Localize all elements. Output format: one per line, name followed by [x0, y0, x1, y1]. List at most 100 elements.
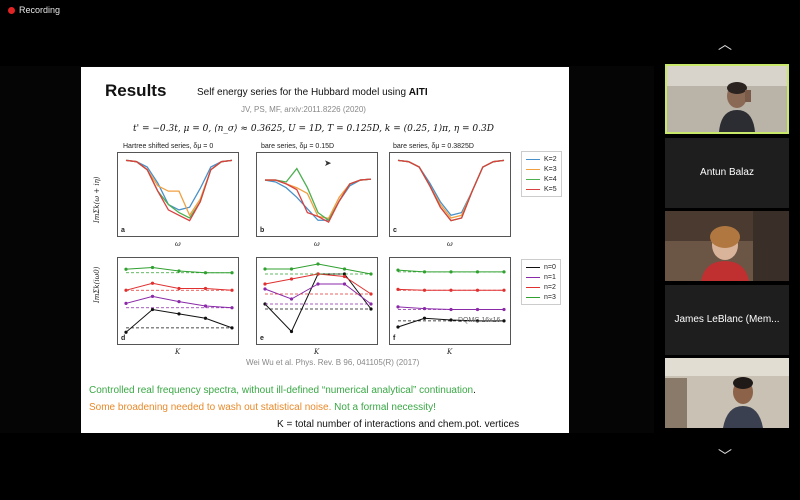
legend-label: K=5 — [544, 185, 557, 193]
panel-f-chart — [396, 268, 506, 329]
data-point — [316, 282, 320, 286]
data-point — [177, 286, 181, 291]
panel-b-letter: b — [260, 227, 265, 234]
data-point — [230, 288, 234, 292]
data-point — [230, 326, 234, 330]
data-point — [342, 274, 347, 279]
xlabel-d: K — [175, 348, 181, 356]
data-point — [177, 269, 181, 273]
panel-b-title: bare series, δμ = 0.15D — [261, 143, 335, 150]
reference-top: JV, PS, MF, arxiv:2011.8226 (2020) — [241, 105, 366, 114]
data-point — [475, 288, 480, 292]
legend-item: n=1 — [526, 272, 556, 282]
screen-share-area: Results Self energy series for the Hubba… — [0, 66, 654, 433]
panel-a-title: Hartree shifted series, δμ = 0 — [123, 143, 214, 150]
panel-a: a — [117, 152, 239, 237]
data-point — [342, 267, 347, 271]
data-point — [177, 312, 181, 316]
line1-black: . — [473, 385, 476, 396]
data-point — [124, 301, 128, 305]
data-point — [502, 307, 506, 312]
participant-video-1 — [667, 66, 787, 132]
data-point — [502, 319, 506, 323]
recording-label: Recording — [19, 5, 61, 15]
legend-swatch — [526, 188, 540, 190]
panel-e-chart — [263, 262, 373, 334]
data-point — [124, 288, 128, 292]
legend-label: n=2 — [544, 283, 556, 291]
legend-swatch — [526, 286, 540, 288]
subtitle-bold: AITI — [408, 87, 428, 98]
participant-tile[interactable]: James LeBlanc (Mem... — [665, 285, 789, 355]
legend-item: K=4 — [526, 174, 557, 184]
data-point — [289, 277, 294, 281]
panel-d-chart — [124, 265, 234, 334]
series-line-K=5 — [265, 178, 372, 224]
chevron-up-icon[interactable]: ︿ — [718, 36, 732, 52]
data-point — [263, 282, 267, 286]
data-point — [316, 262, 320, 266]
data-point — [289, 329, 294, 334]
bullet-line-1: Controlled real frequency spectra, witho… — [89, 385, 476, 396]
data-point — [289, 297, 294, 301]
data-point — [369, 272, 373, 276]
line1-green: Controlled real frequency spectra, witho… — [89, 385, 474, 396]
recording-indicator[interactable]: Recording — [8, 5, 60, 15]
chevron-down-icon[interactable]: ﹀ — [718, 448, 732, 464]
data-point — [342, 282, 347, 286]
xlabel-c: ω — [447, 240, 453, 248]
legend-label: K=3 — [544, 165, 557, 173]
legend-swatch — [526, 158, 540, 160]
subtitle-text: Self energy series for the Hubbard model… — [197, 87, 409, 98]
data-point — [150, 294, 155, 298]
panel-c-title: bare series, δμ = 0.3825D — [393, 143, 474, 150]
bullet-line-2: Some broadening needed to wash out stati… — [89, 402, 436, 413]
participant-tile[interactable] — [665, 358, 789, 428]
panel-d: d — [117, 257, 239, 345]
data-point — [369, 302, 373, 306]
data-point — [369, 307, 373, 311]
data-point — [150, 281, 155, 285]
data-point — [177, 300, 181, 304]
series-line-K=2 — [264, 178, 372, 221]
data-point — [449, 288, 453, 292]
panel-a-letter: a — [121, 227, 125, 234]
xlabel-b: ω — [314, 240, 320, 248]
legend-swatch — [526, 266, 540, 268]
mouse-cursor-icon: ➤ — [324, 158, 332, 168]
legend-swatch — [526, 276, 540, 278]
participant-name: James LeBlanc (Mem... — [674, 314, 780, 325]
top-ylabel: ImΣk(ω + iη) — [93, 176, 101, 223]
data-point — [396, 268, 400, 272]
data-point — [502, 270, 506, 274]
data-point — [230, 271, 234, 275]
participant-tile[interactable]: Antun Balaz — [665, 138, 789, 208]
data-point — [150, 265, 155, 270]
legend-label: n=0 — [544, 263, 556, 271]
data-point — [422, 316, 427, 320]
data-point — [422, 288, 427, 292]
line2-orange: Some broadening needed to wash out stati… — [89, 402, 335, 413]
panel-f-letter: f — [393, 335, 396, 342]
data-point — [475, 270, 480, 274]
data-point — [150, 307, 155, 312]
data-point — [203, 286, 208, 291]
series-line-K=2 — [397, 159, 505, 217]
participant-video-2 — [665, 211, 789, 281]
data-point — [263, 267, 267, 271]
legend-label: K=2 — [544, 155, 557, 163]
participant-tile-active[interactable] — [665, 64, 789, 134]
xlabel-a: ω — [175, 240, 181, 248]
series-line-K=4 — [265, 167, 372, 222]
data-point — [396, 325, 400, 329]
data-point — [263, 287, 267, 291]
series-line-K=4 — [397, 159, 505, 222]
legend-top: K=2 K=3 K=4 K=5 — [521, 151, 562, 197]
participant-tile[interactable] — [665, 211, 789, 281]
xlabel-f: K — [447, 348, 453, 356]
data-point — [422, 270, 427, 274]
data-point — [289, 267, 294, 271]
legend-item: K=3 — [526, 164, 557, 174]
series-line-K=2 — [125, 159, 233, 211]
